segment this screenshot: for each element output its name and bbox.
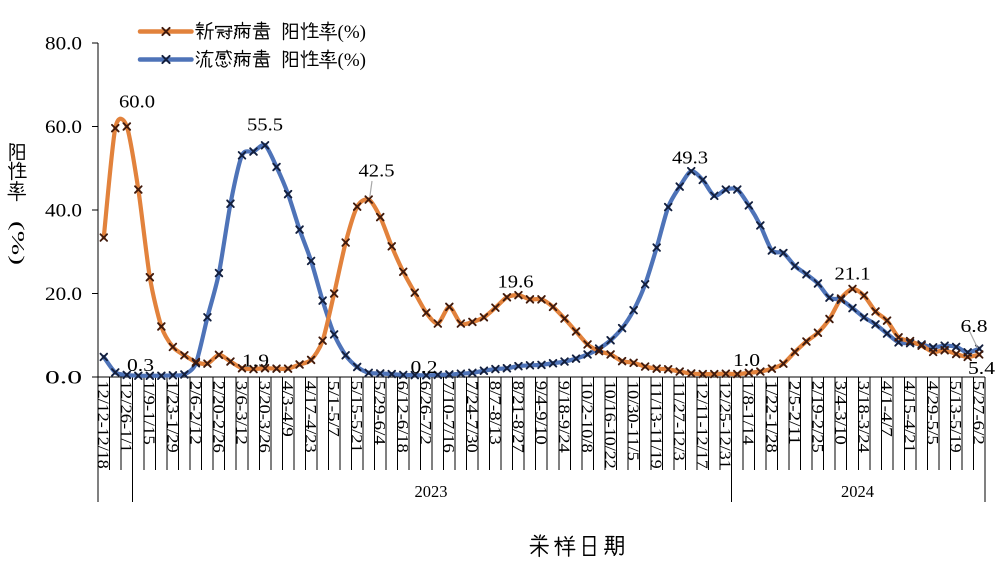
svg-text:3/20-3/26: 3/20-3/26 [255,381,272,453]
svg-text:1.0: 1.0 [733,350,760,370]
svg-text:60.0: 60.0 [45,118,82,138]
svg-text:6.8: 6.8 [961,316,988,336]
svg-text:4/3-4/9: 4/3-4/9 [278,381,295,437]
svg-text:0.2: 0.2 [411,357,438,377]
svg-text:1/22-1/28: 1/22-1/28 [762,381,779,453]
svg-text:5/27-6/2: 5/27-6/2 [970,381,987,445]
svg-text:11/27-12/3: 11/27-12/3 [670,381,687,461]
svg-text:2023: 2023 [415,482,448,501]
svg-text:8/7-8/13: 8/7-8/13 [486,381,503,445]
svg-text:19.6: 19.6 [498,271,534,291]
svg-text:3/6-3/12: 3/6-3/12 [232,381,249,445]
svg-text:5.4: 5.4 [968,358,995,378]
svg-text:8/21-8/27: 8/21-8/27 [509,381,526,453]
svg-text:5/1-5/7: 5/1-5/7 [325,381,342,437]
svg-text:4/15-4/21: 4/15-4/21 [900,381,917,453]
svg-text:(%): (%) [338,22,366,43]
svg-text:7/24-7/30: 7/24-7/30 [463,381,480,453]
svg-text:12/25-12/31: 12/25-12/31 [716,381,733,469]
svg-text:6/26-7/2: 6/26-7/2 [417,381,434,445]
svg-text:21.1: 21.1 [835,263,871,283]
svg-text:4/29-5/5: 4/29-5/5 [924,381,941,445]
svg-text:(%): (%) [338,50,366,71]
svg-text:3/4-3/10: 3/4-3/10 [831,381,848,445]
svg-text:10/30-11/5: 10/30-11/5 [624,381,641,461]
svg-text:4/17-4/23: 4/17-4/23 [302,381,319,453]
svg-text:(%): (%) [7,221,28,265]
svg-text:5/15-5/21: 5/15-5/21 [348,381,365,453]
svg-text:3/18-3/24: 3/18-3/24 [854,381,871,453]
svg-text:2/20-2/26: 2/20-2/26 [209,381,226,453]
svg-text:12/12-12/18: 12/12-12/18 [94,381,111,469]
svg-text:2/5-2/11: 2/5-2/11 [785,381,802,445]
svg-text:9/4-9/10: 9/4-9/10 [532,381,549,445]
svg-text:1/23-1/29: 1/23-1/29 [163,381,180,453]
svg-text:2/19-2/25: 2/19-2/25 [808,381,825,453]
svg-text:9/18-9/24: 9/18-9/24 [555,381,572,453]
svg-text:2024: 2024 [841,482,874,501]
svg-text:49.3: 49.3 [672,147,708,167]
svg-text:60.0: 60.0 [119,91,155,111]
svg-text:10/2-10/8: 10/2-10/8 [578,381,595,453]
svg-text:40.0: 40.0 [45,201,82,221]
svg-text:0.3: 0.3 [127,355,154,375]
svg-text:12/26-1/1: 12/26-1/1 [117,381,134,453]
svg-text:1/9-1/15: 1/9-1/15 [140,381,157,445]
svg-text:11/13-11/19: 11/13-11/19 [647,381,664,469]
svg-text:0.0: 0.0 [45,368,82,388]
svg-text:5/13-5/19: 5/13-5/19 [947,381,964,453]
svg-text:55.5: 55.5 [247,114,283,134]
svg-text:42.5: 42.5 [359,160,395,180]
svg-text:7/10-7/16: 7/10-7/16 [440,381,457,453]
svg-text:1/8-1/14: 1/8-1/14 [739,381,756,445]
svg-text:12/11-12/17: 12/11-12/17 [693,381,710,469]
svg-text:4/1-4/7: 4/1-4/7 [877,381,894,437]
svg-text:20.0: 20.0 [45,285,82,305]
svg-text:5/29-6/4: 5/29-6/4 [371,381,388,445]
svg-text:10/16-10/22: 10/16-10/22 [601,381,618,469]
svg-text:80.0: 80.0 [45,34,82,54]
svg-text:1.9: 1.9 [242,350,269,370]
svg-text:6/12-6/18: 6/12-6/18 [394,381,411,453]
svg-text:2/6-2/12: 2/6-2/12 [186,381,203,445]
